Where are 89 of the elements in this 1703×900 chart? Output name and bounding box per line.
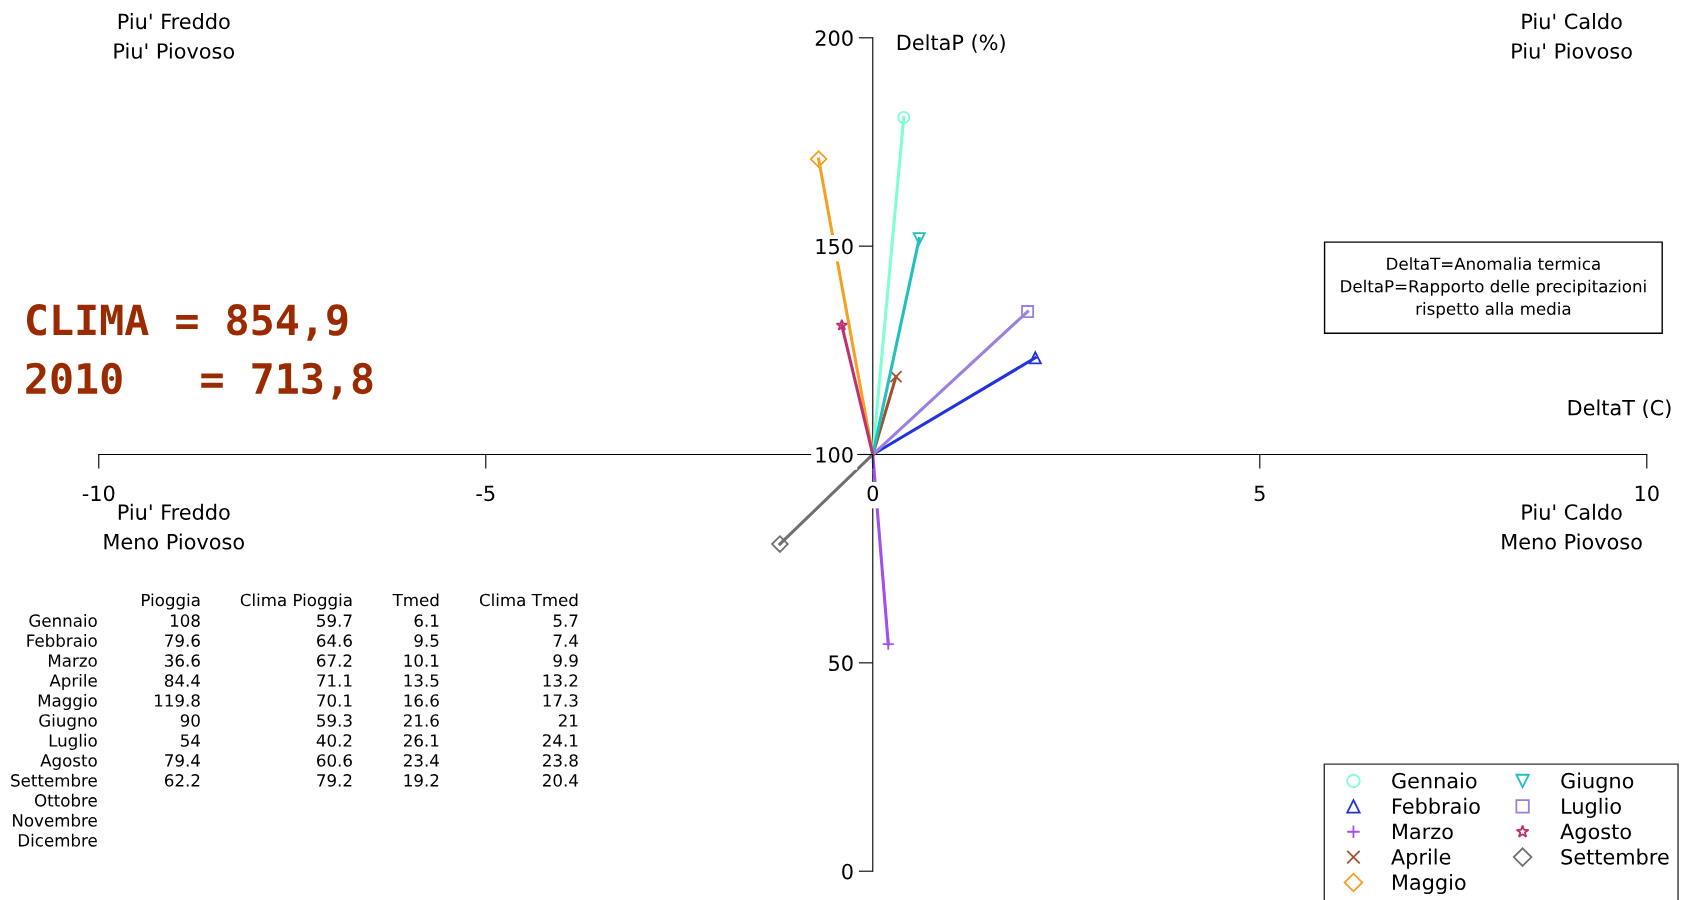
legend-label: Febbraio xyxy=(1392,797,1480,814)
text: Settembre xyxy=(11,773,97,787)
point xyxy=(1021,305,1035,319)
x-axis-title: DeltaT (C) xyxy=(1568,399,1671,418)
annotation: 2010 = 713,8 xyxy=(26,362,373,400)
annotation: 40.2 xyxy=(316,734,352,747)
annotation: 20.4 xyxy=(543,774,578,787)
y-tick-label: 150 xyxy=(816,238,853,255)
text: Giugno xyxy=(39,713,97,731)
annotation: 59.3 xyxy=(317,714,352,727)
annotation: 23.4 xyxy=(403,754,439,767)
text: Dicembre xyxy=(18,833,97,847)
text: Ottobre xyxy=(34,793,97,807)
annotation: 67.2 xyxy=(317,654,352,667)
annotation: DeltaT=Anomalia termica DeltaP=Rapporto delle precipitazioni rispetto alla media xyxy=(1341,257,1646,319)
text: Novembre xyxy=(13,813,97,827)
annotation: Clima Tmed xyxy=(479,593,578,607)
text: Gennaio xyxy=(29,614,97,627)
annotation: 84.4 xyxy=(164,674,200,687)
legend-label: Aprile xyxy=(1391,848,1451,869)
annotation: Pioggia xyxy=(142,593,200,610)
annotation: 9.5 xyxy=(414,634,439,647)
legend-label: Giugno xyxy=(1561,772,1634,793)
annotation: 36.6 xyxy=(165,654,200,667)
annotation: 62.2 xyxy=(164,774,200,787)
annotation: 17.3 xyxy=(543,694,578,707)
annotation: 24.1 xyxy=(543,734,578,747)
annotation: 70.1 xyxy=(317,694,352,707)
y-tick-label: 0 xyxy=(842,863,853,880)
legend-label: Luglio xyxy=(1562,797,1621,818)
annotation: 26.1 xyxy=(403,734,439,747)
annotation: 59.7 xyxy=(317,614,352,627)
x-tick-label: 10 xyxy=(1635,485,1659,502)
annotation: Piu' Caldo Meno Piovoso xyxy=(1502,503,1642,550)
annotation: 19.2 xyxy=(404,774,439,787)
legend-label: Maggio xyxy=(1392,873,1466,895)
annotation: 9.9 xyxy=(553,654,578,667)
point xyxy=(835,318,849,331)
annotation: 6.1 xyxy=(414,614,439,627)
text: Aprile xyxy=(49,673,97,691)
point xyxy=(1028,351,1042,365)
annotation: 54 xyxy=(181,734,200,747)
annotation: 21.6 xyxy=(403,714,439,727)
annotation: 16.6 xyxy=(404,694,439,707)
annotation: 108 xyxy=(170,614,200,627)
legend-label: Settembre xyxy=(1561,848,1669,865)
annotation: 5.7 xyxy=(553,614,578,627)
y-tick-label: 50 xyxy=(829,655,853,672)
annotation: Piu' Caldo Piu' Piovoso xyxy=(1512,13,1632,59)
legend-label: Marzo xyxy=(1392,823,1453,840)
annotation: Piu' Freddo Meno Piovoso xyxy=(104,503,244,550)
annotation: 71.1 xyxy=(317,674,352,687)
annotation: 7.4 xyxy=(553,634,578,647)
text: Febbraio xyxy=(27,633,97,647)
annotation: Tmed xyxy=(392,593,439,607)
point xyxy=(881,637,895,651)
annotation: 23.8 xyxy=(543,754,578,767)
annotation: 21 xyxy=(558,714,578,727)
annotation: Piu' Freddo Piu' Piovoso xyxy=(114,13,235,59)
annotation: 10.1 xyxy=(404,654,439,667)
legend-label: Gennaio xyxy=(1392,772,1477,789)
y-axis-title: DeltaP (%) xyxy=(897,34,1005,53)
text: Luglio xyxy=(49,733,97,750)
text: Agosto xyxy=(40,754,97,770)
x-tick-label: -10 xyxy=(82,485,115,502)
annotation: CLIMA = 854,9 xyxy=(26,304,348,341)
annotation: 79.6 xyxy=(165,634,200,647)
x-tick-label: 5 xyxy=(1254,485,1265,502)
point xyxy=(889,370,903,384)
y-tick-label: 100 xyxy=(816,446,853,463)
annotation: 60.6 xyxy=(317,754,352,767)
y-tick-label: 200 xyxy=(815,30,853,47)
annotation: 119.8 xyxy=(155,694,200,707)
point xyxy=(771,535,789,553)
annotation: Clima Pioggia xyxy=(240,593,352,610)
point xyxy=(809,150,828,168)
x-tick-label: -5 xyxy=(476,485,495,502)
point xyxy=(912,232,926,246)
annotation: 13.5 xyxy=(404,674,439,687)
annotation: 64.6 xyxy=(317,634,352,647)
legend-label: Agosto xyxy=(1560,823,1631,844)
text: Maggio xyxy=(38,693,97,711)
annotation: 79.2 xyxy=(317,774,352,787)
annotation: 79.4 xyxy=(165,754,200,767)
text: Marzo xyxy=(48,654,97,667)
point xyxy=(897,110,911,124)
x-tick-label: 0 xyxy=(867,485,879,502)
annotation: 13.2 xyxy=(543,674,578,687)
annotation: 90 xyxy=(180,714,200,727)
